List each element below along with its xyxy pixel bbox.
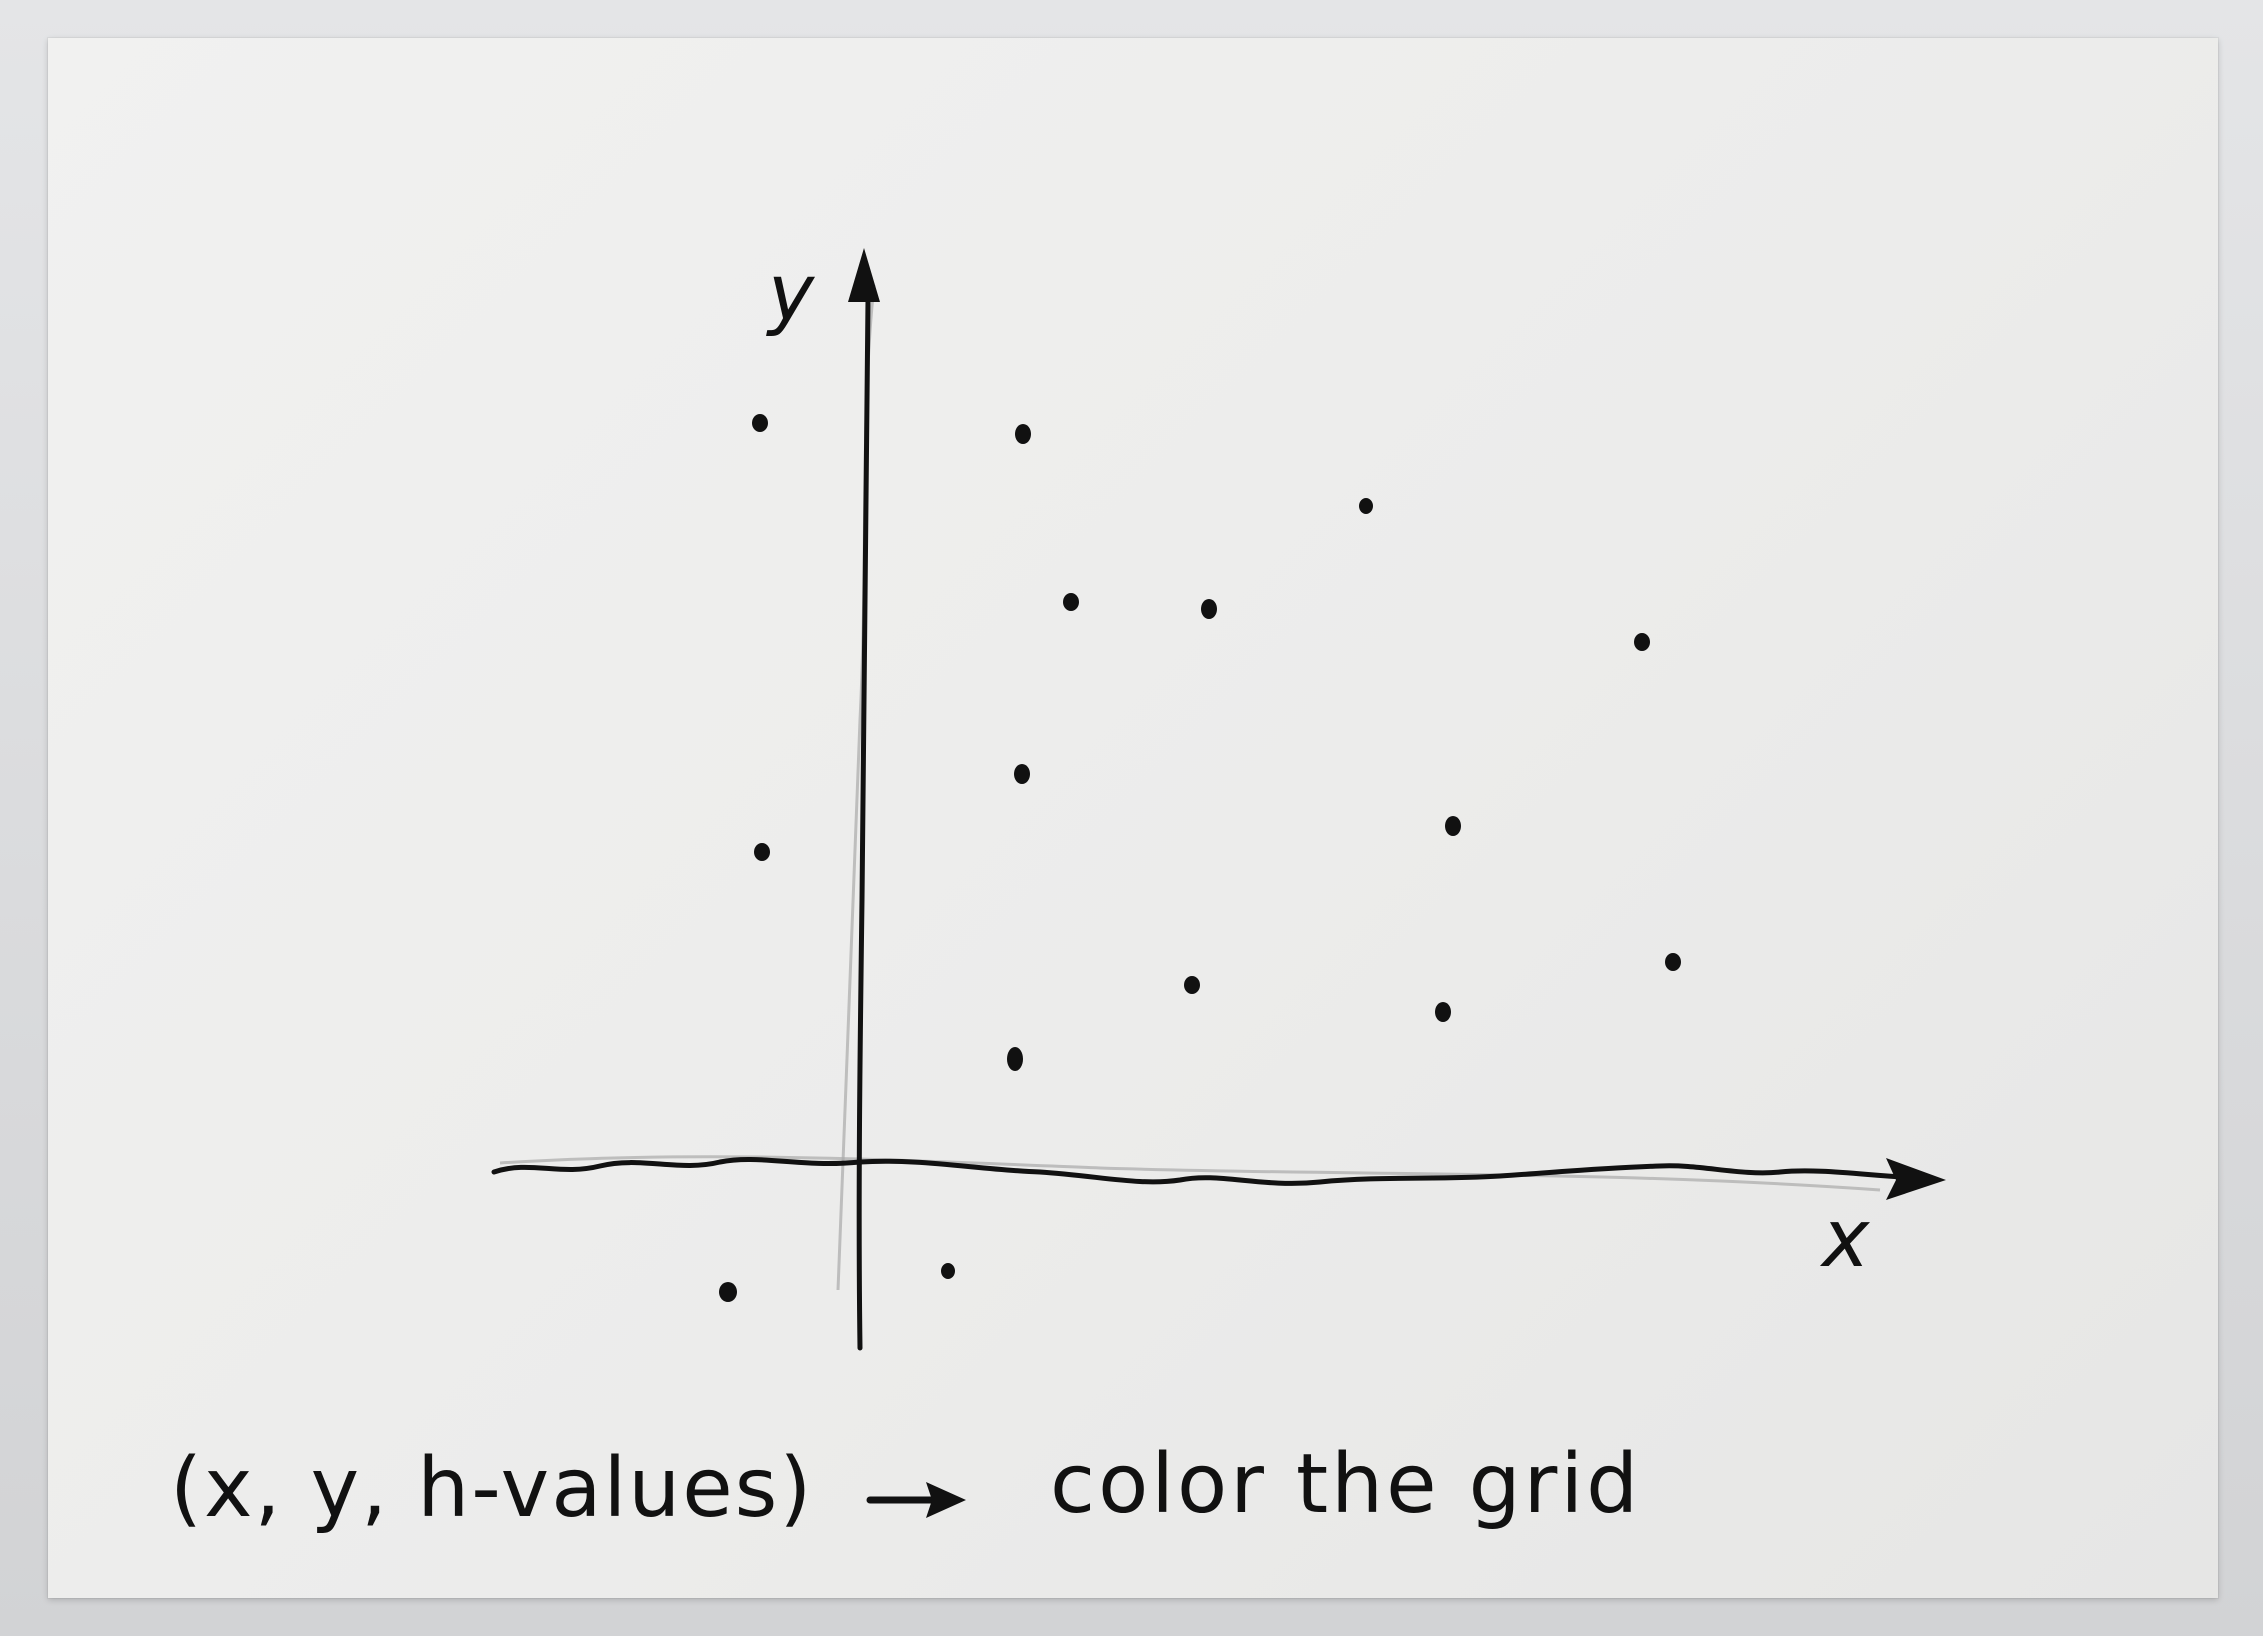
data-point — [1015, 424, 1031, 444]
data-point — [1359, 498, 1373, 514]
x-axis-line — [491, 1156, 1923, 1186]
data-point — [752, 414, 768, 432]
y-axis-label: y — [766, 249, 816, 339]
data-point — [1445, 816, 1461, 836]
paper-card — [48, 38, 2218, 1598]
caption-inputs: (x, y, h-values) — [170, 1441, 813, 1536]
y-axis-arrowhead-icon — [848, 248, 880, 302]
data-point — [941, 1263, 955, 1279]
x-axis-label: x — [1819, 1192, 1871, 1285]
data-point — [1634, 633, 1650, 651]
data-point — [1665, 953, 1681, 971]
data-points — [719, 414, 1681, 1302]
data-point — [1184, 976, 1200, 994]
y-axis-line — [856, 297, 871, 1351]
data-point — [754, 843, 770, 861]
data-point — [1063, 593, 1079, 611]
caption-action: color the grid — [1050, 1437, 1641, 1532]
data-point — [1435, 1002, 1451, 1022]
data-point — [719, 1282, 737, 1302]
right-arrow-head-icon — [926, 1482, 966, 1518]
data-point — [1201, 599, 1217, 619]
data-point — [1007, 1047, 1023, 1071]
data-point — [1014, 764, 1030, 784]
pencil-guide-horizontal — [499, 1155, 1881, 1192]
x-axis-arrowhead-icon — [1886, 1158, 1946, 1200]
